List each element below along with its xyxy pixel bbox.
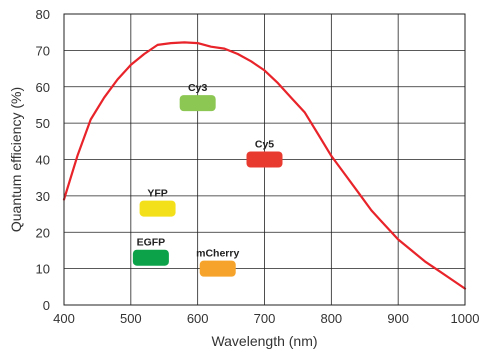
marker-cy3-pill <box>179 95 216 112</box>
marker-mcherry-pill <box>199 260 236 277</box>
qe-curve <box>62 41 467 290</box>
marker-yfp-pill <box>139 200 176 217</box>
y-tick-label: 30 <box>36 189 50 204</box>
y-axis-label: Quantum efficiency (%) <box>8 87 24 232</box>
x-tick-label: 900 <box>387 311 409 326</box>
grid <box>63 13 466 306</box>
marker-cy3: Cy3 <box>179 82 216 112</box>
marker-yfp-label: YFP <box>147 188 167 200</box>
x-tick-label: 400 <box>53 311 75 326</box>
marker-cy5-pill <box>246 151 283 168</box>
y-tick-label: 50 <box>36 116 50 131</box>
x-tick-label: 500 <box>120 311 142 326</box>
marker-egfp: EGFP <box>132 237 169 266</box>
curve-layer <box>62 41 467 290</box>
marker-egfp-label: EGFP <box>137 237 166 249</box>
marker-egfp-pill <box>132 249 169 266</box>
marker-mcherry: mCherry <box>196 248 239 277</box>
y-tick-label: 60 <box>36 80 50 95</box>
x-tick-label: 1000 <box>451 311 480 326</box>
x-tick-label: 800 <box>320 311 342 326</box>
y-tick-label: 20 <box>36 225 50 240</box>
y-tick-label: 70 <box>36 43 50 58</box>
marker-cy5: Cy5 <box>246 139 283 168</box>
y-tick-label: 80 <box>36 7 50 22</box>
fluorophore-markers: Cy3 Cy5 YFP EGFP mCherry <box>132 82 283 277</box>
x-axis-label: Wavelength (nm) <box>211 333 317 349</box>
x-tick-label: 700 <box>254 311 276 326</box>
x-tick-label: 600 <box>187 311 209 326</box>
marker-cy3-label: Cy3 <box>188 82 207 94</box>
y-tick-label: 40 <box>36 153 50 168</box>
marker-yfp: YFP <box>139 188 176 217</box>
marker-mcherry-label: mCherry <box>196 248 239 260</box>
marker-cy5-label: Cy5 <box>255 139 274 151</box>
tick-labels: 400 500 600 700 800 900 1000 0 10 20 30 40 50 60 70 80 <box>36 7 480 326</box>
plot-frame <box>63 13 466 306</box>
y-tick-label: 10 <box>36 262 50 277</box>
y-tick-label: 0 <box>43 298 50 313</box>
